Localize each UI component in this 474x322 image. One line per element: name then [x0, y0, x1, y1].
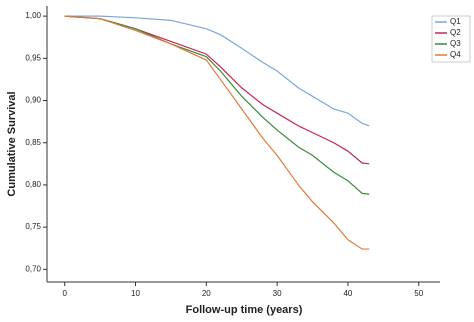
legend-label: Q3 [450, 39, 461, 48]
survival-curve [64, 15, 370, 195]
x-tick-label: 30 [273, 289, 282, 298]
y-tick-label: 0,75 [25, 222, 41, 231]
survival-curve [64, 15, 370, 250]
legend-label: Q4 [450, 50, 461, 59]
y-tick-label: 0,70 [25, 264, 41, 273]
y-tick-label: 0,85 [25, 138, 41, 147]
x-tick-label: 0 [62, 289, 67, 298]
y-tick-label: 0,90 [25, 96, 41, 105]
y-tick-label: 0,80 [25, 180, 41, 189]
survival-curve [64, 15, 370, 165]
y-tick-label: 1,00 [25, 11, 41, 20]
x-tick-label: 40 [343, 289, 352, 298]
y-axis-title: Cumulative Survival [6, 91, 18, 196]
x-tick-label: 20 [202, 289, 211, 298]
legend-label: Q2 [450, 28, 461, 37]
y-tick-label: 0,95 [25, 53, 41, 62]
legend-label: Q1 [450, 17, 461, 26]
survival-curve [64, 15, 370, 127]
x-tick-label: 50 [414, 289, 423, 298]
x-axis-title: Follow-up time (years) [186, 304, 303, 316]
x-tick-label: 10 [131, 289, 140, 298]
